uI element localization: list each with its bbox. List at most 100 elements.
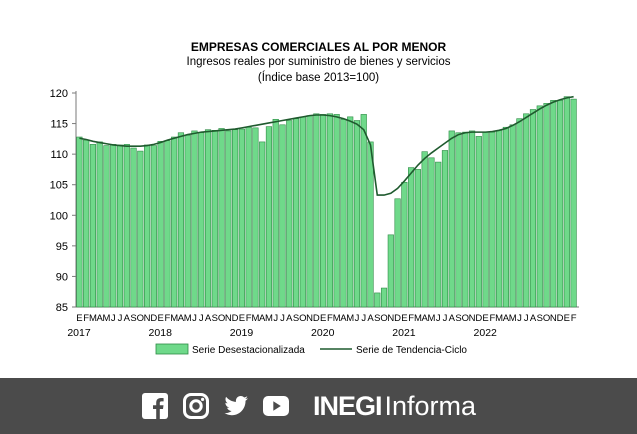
x-month-label: J: [361, 313, 366, 324]
bar: [435, 161, 442, 308]
x-month-label: S: [293, 313, 299, 324]
instagram-icon[interactable]: [183, 393, 209, 419]
x-month-label: E: [76, 313, 82, 324]
x-year-label: 2022: [474, 327, 498, 339]
bar: [387, 234, 394, 308]
x-month-label: A: [286, 313, 293, 324]
x-month-label: A: [367, 313, 374, 324]
bar: [191, 130, 198, 308]
x-month-label: D: [150, 313, 157, 324]
y-tick-label: 105: [50, 180, 68, 192]
x-month-label: J: [524, 313, 529, 324]
bar: [238, 128, 245, 308]
bar: [83, 139, 90, 308]
bar: [394, 198, 401, 308]
chart-area: EMPRESAS COMERCIALES AL POR MENOR Ingres…: [49, 40, 579, 356]
x-month-label: S: [455, 313, 461, 324]
y-tick-label: 90: [56, 271, 68, 283]
bar: [347, 116, 354, 308]
facebook-icon[interactable]: [142, 393, 168, 419]
x-year-label: 2018: [149, 327, 173, 339]
bar: [333, 114, 340, 308]
bar: [550, 100, 557, 308]
legend-label-bars: Serie Desestacionalizada: [192, 345, 305, 356]
x-month-label: J: [280, 313, 285, 324]
chart-title: EMPRESAS COMERCIALES AL POR MENOR: [190, 40, 447, 54]
youtube-icon[interactable]: [263, 393, 289, 419]
x-month-label: O: [218, 313, 225, 324]
x-month-label: N: [469, 313, 476, 324]
x-month-label: M: [265, 313, 273, 324]
bar: [408, 167, 415, 308]
bar: [523, 113, 530, 308]
x-month-label: M: [495, 313, 503, 324]
x-month-label: A: [449, 313, 456, 324]
x-month-label: F: [83, 313, 89, 324]
x-month-label: A: [97, 313, 104, 324]
x-month-label: F: [408, 313, 414, 324]
bar: [529, 109, 537, 308]
bar: [509, 124, 516, 308]
bar: [177, 132, 185, 308]
bar: [137, 150, 144, 308]
x-month-label: J: [199, 313, 204, 324]
legend-label-line: Serie de Tendencia-Ciclo: [356, 345, 467, 356]
bar: [225, 130, 232, 308]
bar: [475, 136, 482, 308]
x-month-label: M: [89, 313, 97, 324]
x-month-label: E: [320, 313, 326, 324]
x-month-label: A: [259, 313, 266, 324]
bar: [489, 131, 496, 308]
x-month-label: E: [564, 313, 570, 324]
bar: [211, 130, 218, 308]
bar: [448, 130, 455, 308]
x-month-label: M: [170, 313, 178, 324]
x-month-label: E: [482, 313, 488, 324]
bar: [76, 136, 83, 308]
bar: [272, 118, 279, 308]
x-month-label: O: [380, 313, 387, 324]
x-month-label: J: [443, 313, 448, 324]
bar: [286, 120, 293, 308]
x-month-label: A: [530, 313, 537, 324]
x-month-label: M: [103, 313, 111, 324]
bar: [144, 144, 151, 308]
bar: [96, 141, 103, 308]
bar: [252, 127, 259, 308]
bar: [150, 145, 157, 308]
bar: [326, 113, 333, 308]
y-tick-label: 100: [50, 210, 68, 222]
brand-strong: INEGI: [313, 390, 383, 421]
x-month-label: F: [571, 313, 577, 324]
y-tick-label: 115: [50, 119, 68, 131]
bar: [164, 140, 171, 308]
x-month-label: A: [503, 313, 510, 324]
x-year-label: 2017: [67, 327, 91, 339]
bar: [421, 151, 428, 308]
x-month-label: D: [475, 313, 482, 324]
bar: [299, 116, 306, 308]
y-tick-label: 95: [56, 241, 68, 253]
x-month-label: N: [225, 313, 232, 324]
twitter-icon[interactable]: [223, 393, 249, 419]
x-month-label: D: [232, 313, 239, 324]
x-month-label: D: [394, 313, 401, 324]
x-month-label: M: [333, 313, 341, 324]
x-month-label: M: [509, 313, 517, 324]
bar: [320, 114, 327, 308]
y-tick-label: 120: [50, 88, 68, 100]
x-year-label: 2019: [230, 327, 254, 339]
bar: [516, 118, 523, 308]
x-month-label: E: [239, 313, 245, 324]
bar: [265, 126, 273, 308]
footer-bar: INEGI Informa: [0, 378, 637, 434]
bar: [380, 287, 388, 308]
bar: [103, 145, 110, 308]
bar: [496, 130, 503, 308]
x-month-label: J: [517, 313, 522, 324]
bar: [313, 113, 320, 308]
x-month-label: O: [462, 313, 469, 324]
bar: [340, 118, 347, 308]
legend-bar-swatch: [155, 343, 189, 355]
x-month-label: J: [273, 313, 278, 324]
